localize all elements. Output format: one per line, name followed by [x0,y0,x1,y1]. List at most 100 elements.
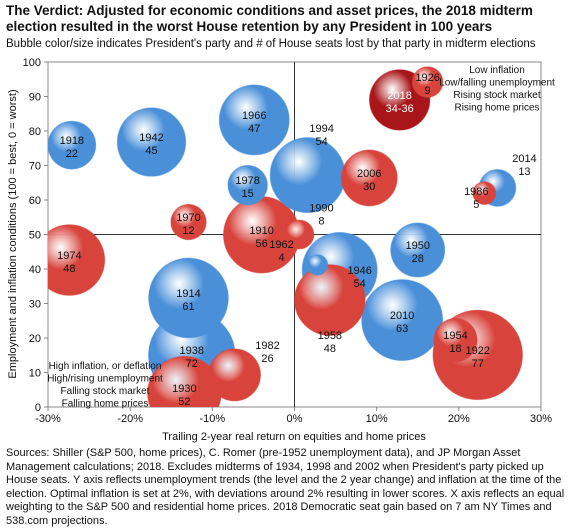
bubble-year: 1938 [180,345,204,357]
quadrant-note: High/rising unemployment [47,374,163,385]
bubble-value-label: 63 [396,323,408,335]
bubble [472,181,497,206]
bubble-value-label: 72 [186,358,198,370]
bubble-year: 1930 [172,383,196,395]
y-tick-label: 50 [29,230,41,242]
bubble-value-label: 18 [449,343,461,355]
bubble-value-label: 26 [261,353,273,365]
bubble [306,254,329,276]
quadrant-note: Falling home prices [62,399,149,410]
bubble-year: 2006 [357,168,381,180]
quadrant-note: Low inflation [469,65,525,76]
bubble [227,164,268,206]
bubble-year: 1954 [443,330,467,342]
chart: Employment and inflation conditions (100… [7,57,555,443]
bubble [293,264,366,336]
bubble-value-label: 45 [145,145,157,157]
bubble-value-label: 54 [354,278,366,290]
bubble [284,219,315,250]
y-tick-label: 80 [29,126,41,138]
bubble [48,120,97,170]
bubble-year: 1970 [176,212,200,224]
bubble-value-label: 15 [242,188,254,200]
bubble-value-label: 48 [63,263,75,275]
bubble-value-label: 48 [324,343,336,355]
y-tick-label: 90 [29,92,41,104]
bubble-year: 2018 [387,90,411,102]
bubble-year: 1926 [415,72,439,84]
chart-title: The Verdict: Adjusted for economic condi… [6,3,533,34]
bubble-value-label: 30 [363,181,375,193]
bubble-value-label: 52 [178,396,190,408]
x-tick-label: -30% [35,413,61,425]
bubble-year: 1946 [347,265,371,277]
bubble-value-label: 56 [256,238,268,250]
quadrant-note: Rising stock market [453,90,540,101]
bubble-year: 2014 [512,153,536,165]
bubble-year: 1958 [318,330,342,342]
y-tick-label: 40 [29,264,41,276]
bubble [48,224,106,296]
bubble-value-label: 5 [473,199,479,211]
y-tick-label: 100 [23,57,41,69]
bubble [208,348,262,402]
bubble-year: 1918 [60,135,84,147]
bubble-year: 1950 [406,240,430,252]
bubble-value-label: 34-36 [386,103,414,115]
plot-area [48,66,523,407]
x-tick-label: 30% [530,413,552,425]
bubble [269,137,346,214]
bubble-year: 1990 [309,203,333,215]
bubble-year: 1942 [139,132,163,144]
x-tick-label: -20% [117,413,143,425]
bubble [411,66,444,98]
quadrant-note: Falling stock market [61,386,150,397]
bubble-year: 1922 [465,345,489,357]
y-axis-title: Employment and inflation conditions (100… [7,89,19,378]
bubble-value-label: 47 [248,123,260,135]
bubble-year: 1962 [269,239,293,251]
page: The Verdict: Adjusted for economic condi… [6,3,564,527]
x-tick-label: 10% [366,413,388,425]
y-tick-label: 10 [29,368,41,380]
bubble-value-label: 13 [518,166,530,178]
bubble [218,84,290,156]
x-tick-label: 0% [287,413,303,425]
bubble [148,257,229,339]
bubble-value-label: 77 [472,358,484,370]
bubble-year: 1910 [249,225,273,237]
bubble-year: 1966 [242,110,266,122]
bubble-value-label: 12 [182,225,194,237]
x-axis-title: Trailing 2-year real return on equities … [162,431,426,443]
quadrant-note: Low/falling unemployment [439,78,555,89]
sources-note: Sources: Shiller (S&P 500, home prices),… [6,447,565,527]
y-tick-label: 70 [29,161,41,173]
bubble [340,149,398,207]
bubble-year: 1914 [176,288,200,300]
bubble-year: 1986 [464,186,488,198]
bubble-value-label: 9 [425,85,431,97]
bubble-value-label: 22 [66,148,78,160]
x-tick-label: -10% [199,413,225,425]
bubble-year: 1978 [235,175,259,187]
bubble [361,279,444,362]
quadrant-note: Rising home prices [454,103,539,114]
y-tick-label: 20 [29,333,41,345]
bubble [433,317,478,363]
quadrant-note: High inflation, or deflation [49,361,162,372]
chart-subtitle: Bubble color/size indicates President's … [6,38,536,50]
bubble [390,222,446,278]
y-tick-label: 60 [29,195,41,207]
bubble-year: 2010 [390,310,414,322]
y-tick-label: 0 [35,402,41,414]
bubble-value-label: 54 [316,136,328,148]
bubble-value-label: 4 [278,252,284,264]
bubble-year: 1974 [57,250,81,262]
bubble [116,107,187,177]
bubble [170,203,207,241]
y-tick-label: 30 [29,299,41,311]
x-tick-label: 20% [448,413,470,425]
bubble-year: 1994 [309,123,333,135]
bubble-value-label: 61 [182,301,194,313]
bubble-value-label: 28 [412,253,424,265]
